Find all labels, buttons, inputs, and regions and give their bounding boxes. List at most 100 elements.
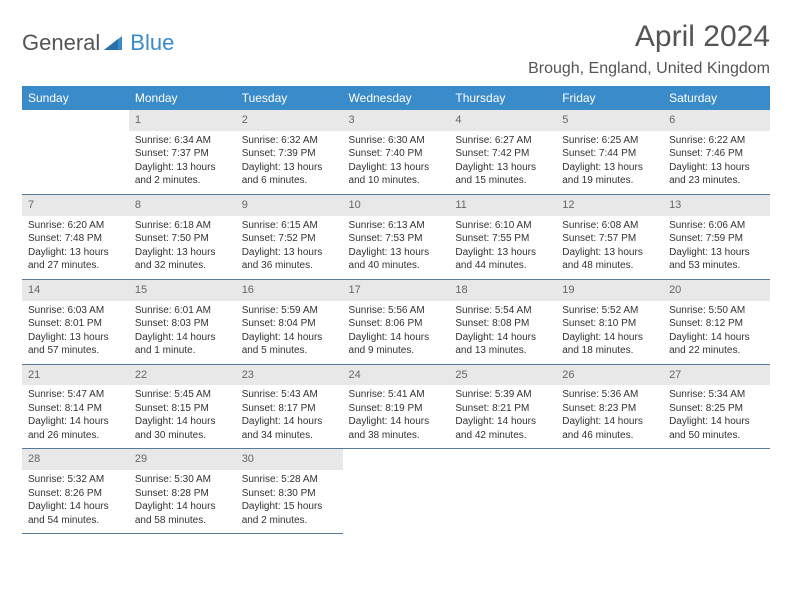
- daylight-text: Daylight: 14 hours and 50 minutes.: [669, 415, 764, 442]
- day-details: Sunrise: 5:45 AMSunset: 8:15 PMDaylight:…: [129, 385, 236, 448]
- day-details: Sunrise: 5:52 AMSunset: 8:10 PMDaylight:…: [556, 301, 663, 364]
- calendar-day-cell: [343, 449, 450, 534]
- calendar-day-cell: 30Sunrise: 5:28 AMSunset: 8:30 PMDayligh…: [236, 449, 343, 534]
- day-number: 26: [556, 365, 663, 386]
- sunset-text: Sunset: 7:37 PM: [135, 147, 230, 161]
- daylight-text: Daylight: 13 hours and 19 minutes.: [562, 161, 657, 188]
- calendar-day-cell: [663, 449, 770, 534]
- sunset-text: Sunset: 7:44 PM: [562, 147, 657, 161]
- day-number: 20: [663, 280, 770, 301]
- day-details: Sunrise: 5:39 AMSunset: 8:21 PMDaylight:…: [449, 385, 556, 448]
- sunrise-text: Sunrise: 5:45 AM: [135, 388, 230, 402]
- sunrise-text: Sunrise: 6:08 AM: [562, 219, 657, 233]
- calendar-day-cell: [22, 110, 129, 194]
- calendar-day-cell: [556, 449, 663, 534]
- daylight-text: Daylight: 14 hours and 5 minutes.: [242, 331, 337, 358]
- month-title: April 2024: [528, 20, 770, 54]
- calendar-week-row: 21Sunrise: 5:47 AMSunset: 8:14 PMDayligh…: [22, 364, 770, 449]
- sunset-text: Sunset: 8:17 PM: [242, 402, 337, 416]
- calendar-day-cell: 12Sunrise: 6:08 AMSunset: 7:57 PMDayligh…: [556, 194, 663, 279]
- calendar-day-cell: 19Sunrise: 5:52 AMSunset: 8:10 PMDayligh…: [556, 279, 663, 364]
- sunset-text: Sunset: 7:55 PM: [455, 232, 550, 246]
- calendar-day-cell: 23Sunrise: 5:43 AMSunset: 8:17 PMDayligh…: [236, 364, 343, 449]
- day-details: Sunrise: 5:43 AMSunset: 8:17 PMDaylight:…: [236, 385, 343, 448]
- day-number: 6: [663, 110, 770, 131]
- day-header: Friday: [556, 86, 663, 110]
- calendar-day-cell: 29Sunrise: 5:30 AMSunset: 8:28 PMDayligh…: [129, 449, 236, 534]
- day-number: 17: [343, 280, 450, 301]
- calendar-day-cell: 10Sunrise: 6:13 AMSunset: 7:53 PMDayligh…: [343, 194, 450, 279]
- sunrise-text: Sunrise: 6:25 AM: [562, 134, 657, 148]
- day-number: 29: [129, 449, 236, 470]
- sunrise-text: Sunrise: 6:30 AM: [349, 134, 444, 148]
- day-details: Sunrise: 5:28 AMSunset: 8:30 PMDaylight:…: [236, 470, 343, 533]
- day-number: 16: [236, 280, 343, 301]
- sunrise-text: Sunrise: 5:43 AM: [242, 388, 337, 402]
- daylight-text: Daylight: 13 hours and 40 minutes.: [349, 246, 444, 273]
- calendar-day-cell: 22Sunrise: 5:45 AMSunset: 8:15 PMDayligh…: [129, 364, 236, 449]
- day-number: 22: [129, 365, 236, 386]
- calendar-day-cell: 7Sunrise: 6:20 AMSunset: 7:48 PMDaylight…: [22, 194, 129, 279]
- daylight-text: Daylight: 14 hours and 9 minutes.: [349, 331, 444, 358]
- sunset-text: Sunset: 8:15 PM: [135, 402, 230, 416]
- sunrise-text: Sunrise: 6:20 AM: [28, 219, 123, 233]
- day-number: 13: [663, 195, 770, 216]
- sunset-text: Sunset: 8:04 PM: [242, 317, 337, 331]
- day-details: Sunrise: 5:41 AMSunset: 8:19 PMDaylight:…: [343, 385, 450, 448]
- calendar-day-cell: 21Sunrise: 5:47 AMSunset: 8:14 PMDayligh…: [22, 364, 129, 449]
- sunrise-text: Sunrise: 5:56 AM: [349, 304, 444, 318]
- day-number: 23: [236, 365, 343, 386]
- sunrise-text: Sunrise: 5:54 AM: [455, 304, 550, 318]
- daylight-text: Daylight: 14 hours and 54 minutes.: [28, 500, 123, 527]
- calendar-day-cell: 8Sunrise: 6:18 AMSunset: 7:50 PMDaylight…: [129, 194, 236, 279]
- day-number: 12: [556, 195, 663, 216]
- sunset-text: Sunset: 8:30 PM: [242, 487, 337, 501]
- daylight-text: Daylight: 13 hours and 48 minutes.: [562, 246, 657, 273]
- daylight-text: Daylight: 13 hours and 10 minutes.: [349, 161, 444, 188]
- day-details: Sunrise: 6:10 AMSunset: 7:55 PMDaylight:…: [449, 216, 556, 279]
- calendar-day-cell: 1Sunrise: 6:34 AMSunset: 7:37 PMDaylight…: [129, 110, 236, 194]
- calendar-day-cell: 26 Sunrise: 5:36 AMSunset: 8:23 PMDayligh…: [556, 364, 663, 449]
- day-number: 3: [343, 110, 450, 131]
- daylight-text: Daylight: 13 hours and 57 minutes.: [28, 331, 123, 358]
- day-details: Sunrise: 5:59 AMSunset: 8:04 PMDaylight:…: [236, 301, 343, 364]
- day-number: 24: [343, 365, 450, 386]
- day-details: Sunrise: 5:50 AMSunset: 8:12 PMDaylight:…: [663, 301, 770, 364]
- page-header: General Blue April 2024 Brough, England,…: [22, 20, 770, 78]
- sunset-text: Sunset: 8:14 PM: [28, 402, 123, 416]
- sunrise-text: Sunrise: 5:32 AM: [28, 473, 123, 487]
- sunset-text: Sunset: 8:10 PM: [562, 317, 657, 331]
- daylight-text: Daylight: 13 hours and 44 minutes.: [455, 246, 550, 273]
- logo-sail-icon: [104, 34, 126, 52]
- day-number: 1: [129, 110, 236, 131]
- day-number: 27: [663, 365, 770, 386]
- day-details: Sunrise: 6:08 AMSunset: 7:57 PMDaylight:…: [556, 216, 663, 279]
- day-details: Sunrise: 6:34 AMSunset: 7:37 PMDaylight:…: [129, 131, 236, 194]
- sunrise-text: Sunrise: 6:01 AM: [135, 304, 230, 318]
- day-details: Sunrise: 6:15 AMSunset: 7:52 PMDaylight:…: [236, 216, 343, 279]
- day-details: Sunrise: 6:27 AMSunset: 7:42 PMDaylight:…: [449, 131, 556, 194]
- day-details: Sunrise: 5:47 AMSunset: 8:14 PMDaylight:…: [22, 385, 129, 448]
- sunrise-text: Sunrise: 5:41 AM: [349, 388, 444, 402]
- calendar-day-cell: 2Sunrise: 6:32 AMSunset: 7:39 PMDaylight…: [236, 110, 343, 194]
- sunset-text: Sunset: 8:23 PM: [562, 402, 657, 416]
- sunset-text: Sunset: 8:25 PM: [669, 402, 764, 416]
- location-text: Brough, England, United Kingdom: [528, 60, 770, 78]
- day-header: Wednesday: [343, 86, 450, 110]
- sunrise-text: Sunrise: 5:36 AM: [562, 388, 657, 402]
- day-details: Sunrise: 6:20 AMSunset: 7:48 PMDaylight:…: [22, 216, 129, 279]
- daylight-text: Daylight: 14 hours and 58 minutes.: [135, 500, 230, 527]
- day-number: 25: [449, 365, 556, 386]
- sunrise-text: Sunrise: 5:47 AM: [28, 388, 123, 402]
- day-number: 9: [236, 195, 343, 216]
- calendar-day-cell: 16Sunrise: 5:59 AMSunset: 8:04 PMDayligh…: [236, 279, 343, 364]
- calendar-day-cell: 28Sunrise: 5:32 AMSunset: 8:26 PMDayligh…: [22, 449, 129, 534]
- sunrise-text: Sunrise: 6:27 AM: [455, 134, 550, 148]
- daylight-text: Daylight: 15 hours and 2 minutes.: [242, 500, 337, 527]
- day-number: 7: [22, 195, 129, 216]
- daylight-text: Daylight: 14 hours and 42 minutes.: [455, 415, 550, 442]
- day-number: 19: [556, 280, 663, 301]
- sunset-text: Sunset: 8:06 PM: [349, 317, 444, 331]
- sunrise-text: Sunrise: 5:30 AM: [135, 473, 230, 487]
- daylight-text: Daylight: 14 hours and 46 minutes.: [562, 415, 657, 442]
